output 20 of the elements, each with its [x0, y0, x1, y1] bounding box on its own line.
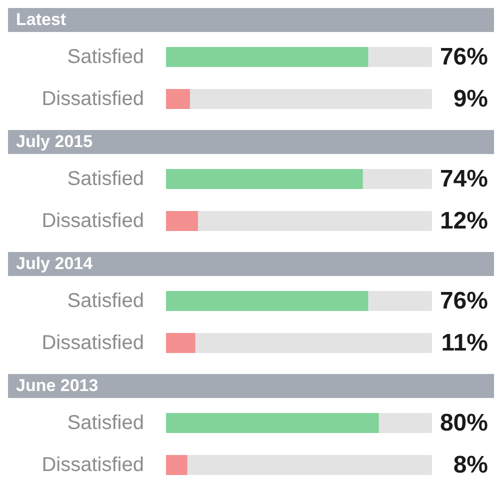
chart-title: July 2015 [8, 130, 494, 154]
data-label: 8% [453, 452, 488, 478]
y-tick-label: Dissatisfied [42, 210, 144, 232]
y-tick-label: Satisfied [67, 412, 144, 434]
data-label: 76% [440, 288, 488, 314]
data-label: 80% [440, 410, 488, 436]
y-tick-label: Satisfied [67, 168, 144, 190]
data-label: 9% [453, 86, 488, 112]
y-tick-label: Dissatisfied [42, 88, 144, 110]
y-tick-label: Satisfied [67, 46, 144, 68]
chart-title: July 2014 [8, 252, 494, 276]
data-label: 12% [440, 208, 488, 234]
chart-title: June 2013 [8, 374, 494, 398]
y-tick-label: Dissatisfied [42, 454, 144, 476]
data-label: 11% [441, 330, 488, 356]
y-tick-label: Satisfied [67, 290, 144, 312]
data-label: 74% [440, 166, 488, 192]
chart-title: Latest [8, 8, 494, 32]
y-tick-label: Dissatisfied [42, 332, 144, 354]
data-label: 76% [440, 44, 488, 70]
